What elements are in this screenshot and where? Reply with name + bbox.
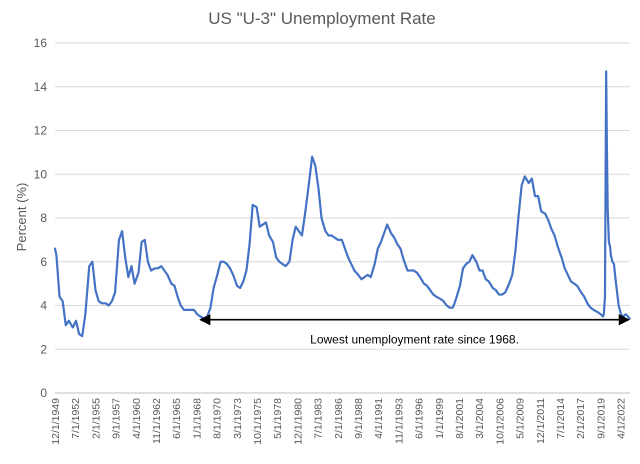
y-tick-label: 8 <box>40 211 47 225</box>
y-tick-label: 2 <box>40 342 47 356</box>
x-tick-label: 6/1/1965 <box>171 398 183 439</box>
y-tick-label: 10 <box>34 167 48 181</box>
x-tick-label: 4/1/1960 <box>131 398 143 439</box>
x-tick-label: 7/1/2014 <box>555 398 567 439</box>
y-tick-label: 16 <box>34 36 48 50</box>
x-tick-label: 3/1/2004 <box>474 398 486 439</box>
x-tick-label: 6/1/1996 <box>414 398 426 439</box>
chart-title: US "U-3" Unemployment Rate <box>208 9 435 28</box>
x-tick-label: 3/1/1973 <box>232 398 244 439</box>
x-tick-label: 10/1/2006 <box>494 398 506 445</box>
annotation-layer: Lowest unemployment rate since 1968. <box>199 314 630 347</box>
x-tick-label: 9/1/2019 <box>595 398 607 439</box>
x-tick-label: 7/1/1983 <box>313 398 325 439</box>
x-tick-label: 1/1/1968 <box>191 398 203 439</box>
x-tick-label: 1/1/1999 <box>434 398 446 439</box>
x-tick-label: 8/1/1970 <box>212 398 224 439</box>
y-tick-label: 4 <box>40 299 47 313</box>
y-tick-labels: 0 2 4 6 8 10 12 14 16 <box>34 36 48 400</box>
x-tick-label: 2/1/1986 <box>333 398 345 439</box>
y-axis-title: Percent (%) <box>14 183 29 252</box>
x-tick-label: 12/1/1980 <box>292 398 304 445</box>
gridlines <box>55 42 630 394</box>
x-tick-label: 11/1/1962 <box>151 398 163 444</box>
x-tick-label: 4/1/2022 <box>616 398 628 439</box>
x-tick-label: 10/1/1975 <box>252 398 264 445</box>
x-tick-label: 12/1/2011 <box>535 398 547 444</box>
y-tick-label: 14 <box>34 80 48 94</box>
x-tick-label: 7/1/1952 <box>70 398 82 439</box>
annotation-text: Lowest unemployment rate since 1968. <box>310 333 519 347</box>
x-tick-label: 9/1/1988 <box>353 398 365 439</box>
x-tick-label: 5/1/1978 <box>272 398 284 439</box>
y-tick-label: 6 <box>40 255 47 269</box>
x-tick-label: 9/1/1957 <box>111 398 123 439</box>
x-tick-label: 2/1/1955 <box>90 398 102 439</box>
y-tick-label: 0 <box>40 386 47 400</box>
unemployment-rate-line <box>53 70 631 338</box>
x-tick-label: 12/1/1949 <box>50 398 62 445</box>
y-tick-label: 12 <box>34 124 48 138</box>
x-tick-label: 4/1/1991 <box>373 398 385 439</box>
x-tick-label: 2/1/2017 <box>575 398 587 439</box>
x-tick-labels: 12/1/1949 7/1/1952 2/1/1955 9/1/1957 4/1/196… <box>50 398 628 445</box>
x-tick-label: 11/1/1993 <box>393 398 405 444</box>
x-tick-label: 5/1/2009 <box>515 398 527 439</box>
x-tick-label: 8/1/2001 <box>454 398 466 439</box>
series-layer <box>53 70 631 338</box>
